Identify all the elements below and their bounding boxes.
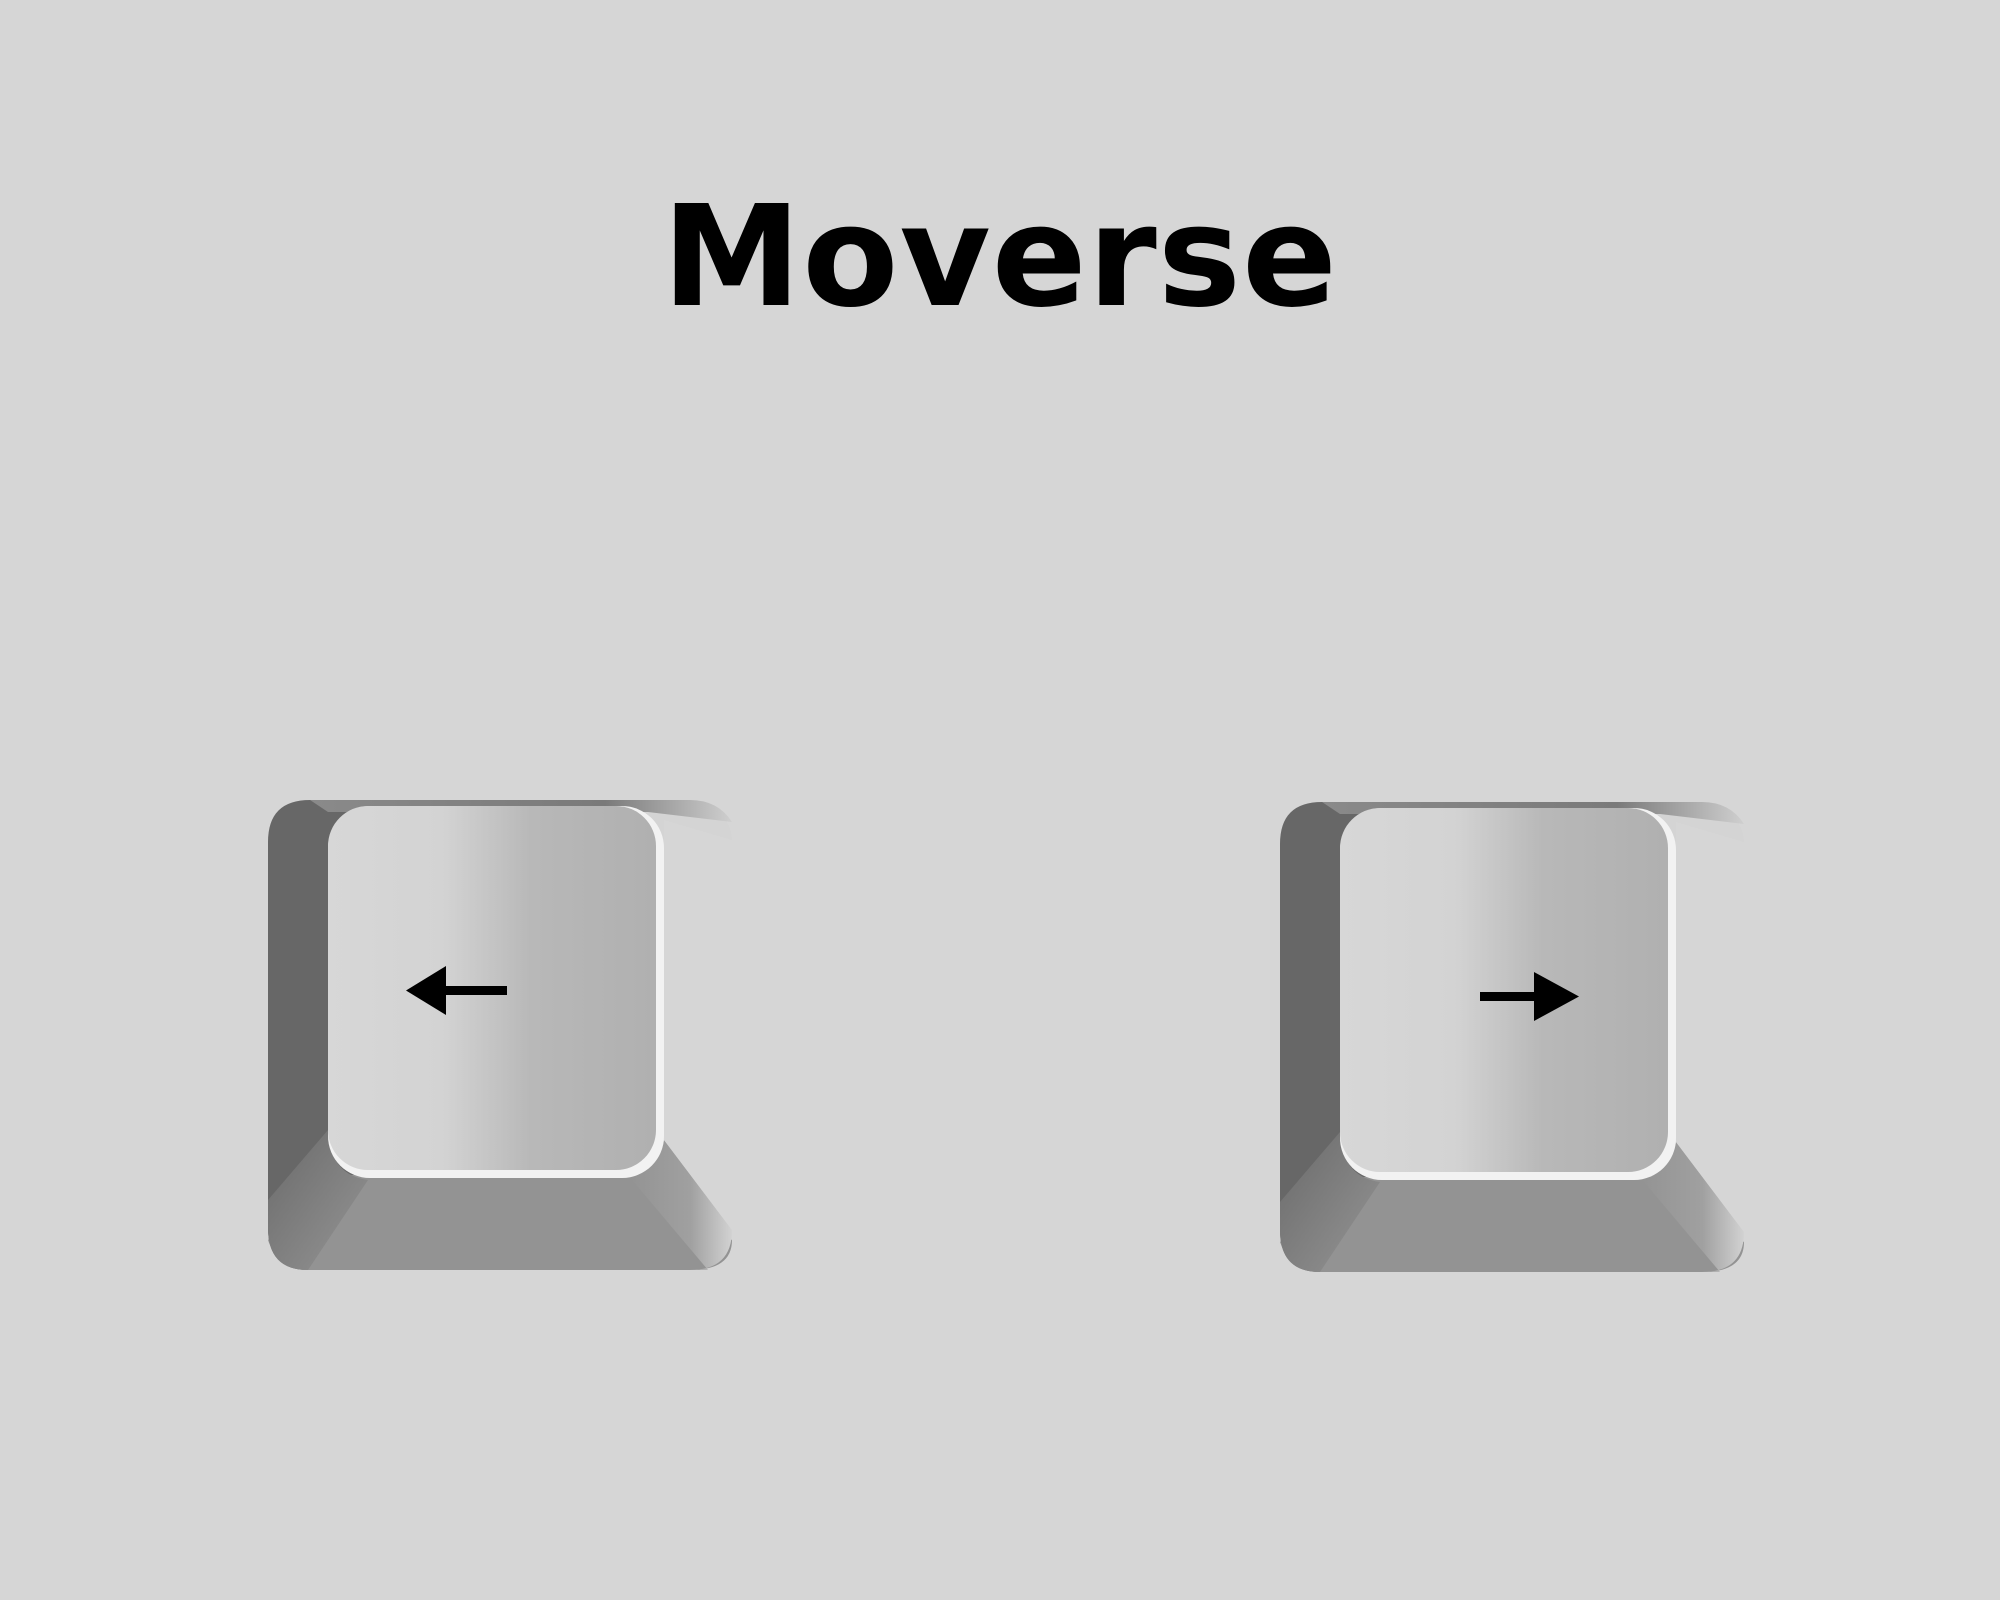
arrow-left-icon: [406, 966, 507, 1015]
page-title: Moverse: [661, 176, 1339, 339]
right-arrow-key[interactable]: [1280, 802, 1744, 1272]
left-arrow-key[interactable]: [268, 800, 732, 1270]
arrow-right-icon: [1480, 972, 1579, 1021]
